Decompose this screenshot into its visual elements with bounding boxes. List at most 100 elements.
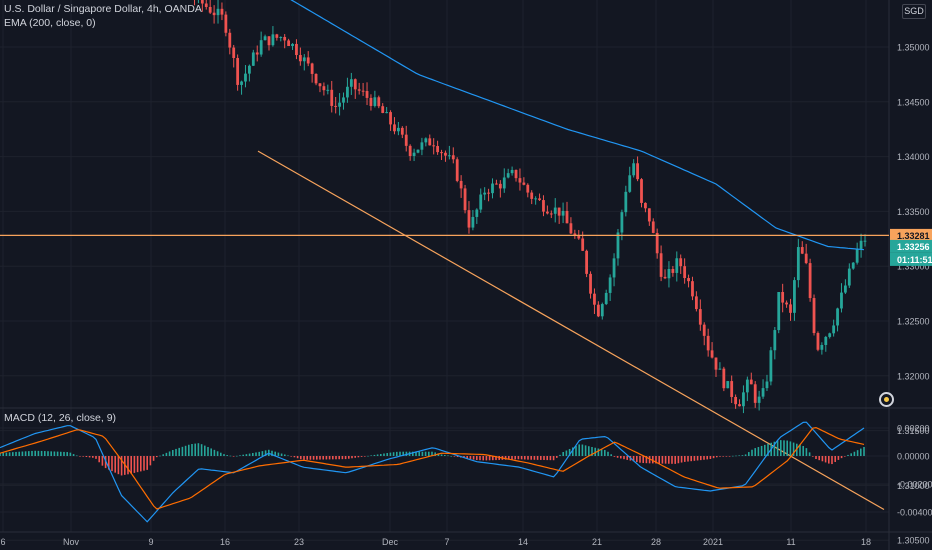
candle-body <box>385 112 389 114</box>
macd-bar <box>338 456 340 460</box>
macd-bar <box>620 456 622 459</box>
candle-body <box>855 249 859 263</box>
macd-legend[interactable]: MACD (12, 26, close, 9) <box>4 412 120 424</box>
candle-body <box>596 304 600 317</box>
price-grid <box>0 0 889 541</box>
macd-title[interactable]: MACD (12, 26, close, 9) <box>4 412 117 424</box>
candle-body <box>216 8 220 16</box>
macd-bar <box>805 448 808 456</box>
candle-body <box>346 86 349 98</box>
macd-bar <box>821 456 824 462</box>
macd-bar <box>255 452 257 456</box>
macd-bar <box>508 456 510 460</box>
macd-line <box>0 421 865 523</box>
candle-body <box>659 253 663 277</box>
macd-bar <box>716 456 718 458</box>
macd-bar <box>114 456 116 473</box>
macd-bar <box>815 456 817 460</box>
macd-bar <box>773 441 776 456</box>
macd-bar <box>156 456 158 458</box>
candle-body <box>636 163 639 180</box>
candle-body <box>259 40 263 55</box>
macd-bar <box>680 456 683 463</box>
macd-axis-labels[interactable]: 0.00200 0.00000 -0.00200 -0.00400 <box>897 424 932 518</box>
macd-bar <box>136 456 139 473</box>
macd-bar <box>744 454 747 456</box>
tradingview-logo-icon[interactable] <box>879 392 894 407</box>
macd-bar <box>88 456 91 458</box>
candle-body <box>573 233 577 236</box>
time-axis-labels[interactable]: 6 Nov 9 16 23 Dec 7 14 21 28 2021 11 18 <box>0 537 871 547</box>
macd-bar <box>447 455 449 457</box>
candle-body <box>769 350 773 382</box>
candle-body <box>545 211 549 214</box>
ema-legend[interactable]: EMA (200, close, 0) <box>4 17 100 29</box>
macd-bar <box>613 456 616 457</box>
macd-bar <box>677 456 680 464</box>
trend-line[interactable] <box>257 150 885 511</box>
macd-bar <box>792 442 795 456</box>
macd-bar <box>127 456 129 475</box>
candle-body <box>510 169 514 174</box>
macd-bar <box>623 456 625 460</box>
candle-body <box>334 105 338 107</box>
candle-body <box>632 163 636 176</box>
symbol-legend[interactable]: U.S. Dollar / Singapore Dollar, 4h, OAND… <box>4 3 206 15</box>
candle-body <box>628 175 632 192</box>
macd-bar <box>396 451 398 456</box>
price-tick-label: 1.31000 <box>897 481 930 491</box>
candle-body <box>204 3 208 7</box>
macd-bar <box>578 444 580 456</box>
macd-bar <box>280 453 283 456</box>
macd-bar <box>229 455 232 457</box>
macd-bar <box>725 456 728 457</box>
candle-body <box>436 146 440 153</box>
candle-body <box>498 183 502 189</box>
price-tick-label: 1.34500 <box>897 97 930 107</box>
candle-body <box>581 238 585 251</box>
candle-body <box>220 8 224 15</box>
candle-body <box>455 159 459 181</box>
candle-body <box>342 97 345 103</box>
macd-bar <box>639 456 641 463</box>
symbol-title[interactable]: U.S. Dollar / Singapore Dollar, 4h, OAND… <box>4 3 202 15</box>
candle-body <box>836 308 839 326</box>
macd-bar <box>316 456 318 460</box>
macd-bar <box>69 452 72 456</box>
candle-body <box>487 192 490 194</box>
macd-bar <box>53 451 56 456</box>
candle-body <box>467 210 471 228</box>
macd-bar <box>197 443 200 456</box>
macd-bar <box>642 456 644 464</box>
macd-bar <box>517 456 520 460</box>
macd-bar <box>34 450 36 456</box>
candle-body <box>624 191 628 213</box>
macd-bar <box>632 456 635 462</box>
time-tick-label: 11 <box>786 537 795 547</box>
candle-body <box>522 182 526 185</box>
macd-bar <box>626 456 628 460</box>
macd-bar <box>12 452 14 456</box>
currency-badge[interactable]: SGD <box>902 4 926 19</box>
candle-body <box>738 404 741 407</box>
time-tick-label: 7 <box>444 537 449 547</box>
candle-body <box>863 240 867 242</box>
candle-body <box>483 192 487 195</box>
macd-bar <box>245 454 248 456</box>
macd-bar <box>360 456 363 457</box>
macd-bar <box>284 454 286 456</box>
candle-body <box>644 202 647 209</box>
macd-bar <box>860 448 862 456</box>
candle-body <box>424 138 428 143</box>
candle-body <box>859 240 863 250</box>
ema-title[interactable]: EMA (200, close, 0) <box>4 17 96 29</box>
macd-bar <box>56 451 59 456</box>
macd-bar <box>120 456 123 476</box>
candle-body <box>843 285 847 293</box>
macd-bar <box>72 454 75 456</box>
macd-bar <box>2 452 4 456</box>
price-axis-labels[interactable]: 1.35000 1.34500 1.34000 1.33500 1.33000 1.325… <box>897 43 930 546</box>
macd-bar <box>738 455 740 457</box>
candle-body <box>687 278 690 282</box>
